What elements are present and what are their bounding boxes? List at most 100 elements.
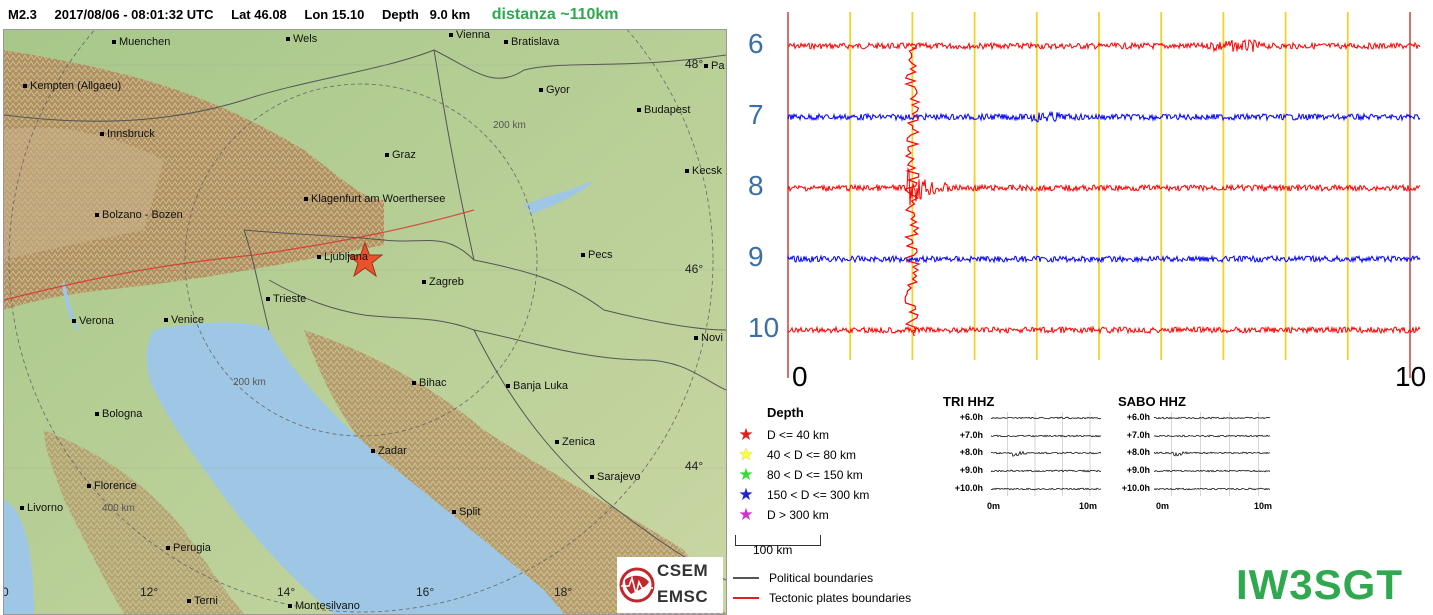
event-datetime: 2017/08/06 - 08:01:32 UTC [54,7,214,22]
city-label: Zagreb [422,276,464,288]
event-depth: Depth 9.0 km [382,7,471,22]
mini-trace [991,434,1101,438]
mini-trace [1154,487,1270,491]
city-label: Livorno [20,502,63,514]
mini-trace [1154,416,1270,420]
hour-offset: +8.0h [1126,447,1150,457]
hour-offset: +9.0h [1126,465,1150,475]
seismic-trace [787,110,1421,123]
mini-trace [991,487,1101,491]
city-label: Pa [704,60,724,72]
seismogram-plot [787,12,1421,378]
city-label: Kempten (Allgaeu) [23,80,121,92]
political-label: Political boundaries [769,571,874,585]
legend-label: 150 < D <= 300 km [767,488,870,502]
latitude-tick: 44° [685,459,704,473]
city-label: Klagenfurt am Woerthersee [304,193,445,205]
city-label: Montesilvano [288,600,360,612]
city-label: Trieste [266,293,306,305]
legend-item: ★ 150 < D <= 300 km [735,485,869,505]
legend-label: D <= 40 km [767,428,830,442]
magnitude: M2.3 [8,7,37,22]
longitude-tick: 0 [4,585,9,599]
event-longitude: Lon 15.10 [304,7,365,22]
helicorder-seismogram[interactable]: 6 7 8 9 10 0 10 [740,8,1430,398]
star-icon: ★ [738,465,754,484]
city-label: Bratislava [504,36,559,48]
city-label: Novi [694,332,723,344]
station-traces [991,412,1101,496]
hour-offset: +8.0h [959,447,983,457]
legend-item: ★ D <= 40 km [735,425,829,445]
ring-distance-label: 400 km [102,503,135,514]
hour-offset: +7.0h [959,430,983,440]
logo-globe-icon [619,567,655,603]
longitude-tick: 12° [140,585,159,599]
legend-label: 40 < D <= 80 km [767,448,857,462]
x-axis-start-label: 0 [792,361,808,392]
event-latitude: Lat 46.08 [231,7,287,22]
city-label: Banja Luka [506,380,568,392]
seismic-trace [787,38,1421,53]
latitude-tick: 48° [685,57,704,71]
hour-offset: +6.0h [959,412,983,422]
city-label: Bihac [412,377,447,389]
city-label: Perugia [166,542,211,554]
hour-label: 9 [748,241,764,272]
city-label: Bologna [95,408,142,420]
hour-offset: +10.0h [954,483,983,493]
x-axis-end-label: 10 [1395,361,1427,392]
mini-trace [1154,434,1270,438]
political-line-icon [733,577,759,579]
longitude-tick: 16° [416,585,435,599]
station-tri-panel: TRI HHZ +6.0h +7.0h +8.0h +9.0h +10.0h 0… [943,394,1103,514]
time-axis-start: 0m [987,501,1001,511]
star-icon: ★ [738,425,754,444]
time-axis-end: 10m [1079,501,1098,511]
hour-offset: +7.0h [1126,430,1150,440]
csem-emsc-logo: CSEM EMSC [617,557,723,613]
hour-offset: +9.0h [959,465,983,475]
mini-trace [1154,469,1270,473]
time-axis-start: 0m [1156,501,1170,511]
scale-bar [735,535,821,546]
station-callsign: IW3SGT [1236,561,1404,608]
hour-offset: +10.0h [1121,483,1150,493]
city-label: Graz [385,149,416,161]
city-label: Zenica [555,436,595,448]
hour-label: 7 [748,99,764,130]
station-name: SABO HHZ [1118,394,1186,409]
star-icon: ★ [738,445,754,464]
city-label: Wels [286,33,317,45]
city-label: Ljubljana [317,251,368,263]
mini-trace [991,416,1101,420]
city-label: Venice [164,314,204,326]
star-icon: ★ [738,485,754,504]
hour-label: 6 [748,28,764,59]
hour-label: 8 [748,170,764,201]
station-name: TRI HHZ [943,394,995,409]
tectonic-line-icon [733,597,759,599]
legend-tectonic: Tectonic plates boundaries [733,591,911,605]
event-header: M2.3 2017/08/06 - 08:01:32 UTC Lat 46.08… [8,6,633,26]
mini-trace [991,469,1101,473]
city-label: Split [452,506,480,518]
city-label: Terni [187,595,218,607]
map-terrain [4,30,726,614]
ring-distance-label: 200 km [493,120,526,131]
logo-text-emsc: EMSC [657,587,709,606]
longitude-tick: 18° [554,585,573,599]
legend-title: Depth [767,405,804,420]
logo-text-csem: CSEM [657,561,709,580]
station-sabo-panel: SABO HHZ +6.0h +7.0h +8.0h +9.0h +10.0h … [1118,394,1278,514]
seismic-trace [787,254,1421,264]
city-label: Kecsk [685,165,722,177]
legend-label: D > 300 km [767,508,829,522]
station-traces [1154,412,1270,496]
epicenter-map[interactable]: Muenchen Wels Vienna Bratislava Kempten … [3,29,727,615]
city-label: Muenchen [112,36,170,48]
mini-trace [1154,451,1270,457]
longitude-tick: 14° [277,585,296,599]
scale-label: 100 km [753,543,793,557]
city-label: Vienna [449,30,490,41]
